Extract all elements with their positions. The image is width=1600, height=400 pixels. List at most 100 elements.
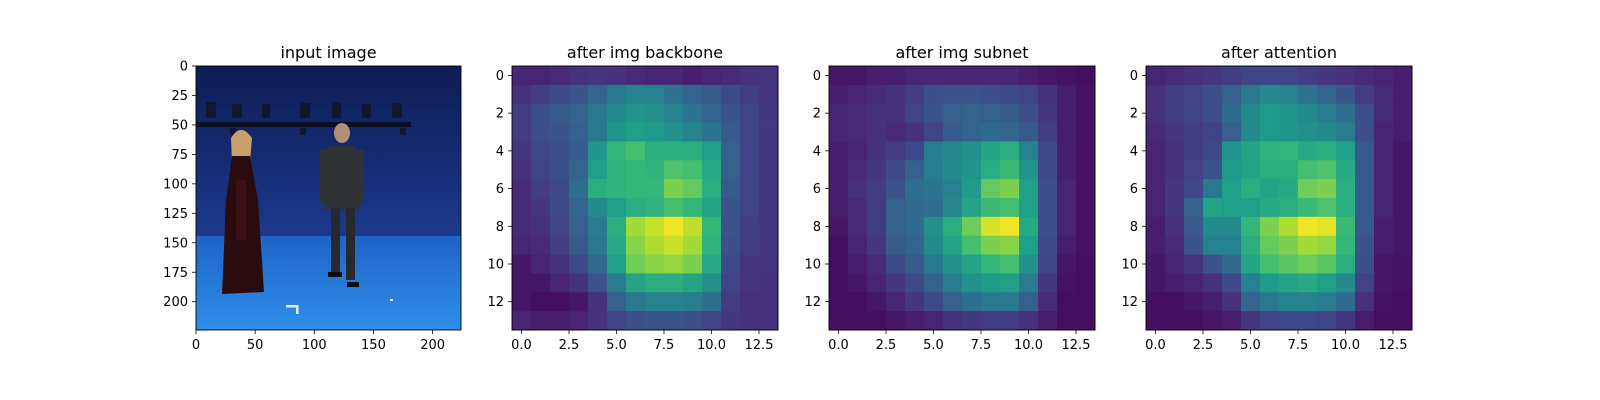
heatmap-cell: [1038, 66, 1058, 86]
y-tick-label: 0: [813, 69, 821, 84]
heatmap-cell: [702, 198, 722, 218]
heatmap-cell: [924, 103, 944, 123]
heatmap-cell: [1298, 160, 1318, 180]
heatmap-cell: [1076, 311, 1096, 331]
heatmap-cell: [1038, 311, 1058, 331]
heatmap-cell: [1057, 122, 1077, 142]
heatmap-cell: [1317, 66, 1337, 86]
heatmap-cell: [1298, 235, 1318, 255]
heatmap-cell: [867, 141, 887, 161]
heatmap-cell: [721, 254, 741, 274]
heatmap-cell: [924, 311, 944, 331]
heatmap-cell: [1038, 198, 1058, 218]
heatmap-cell: [626, 84, 646, 105]
y-tick-label: 200: [163, 295, 188, 310]
heatmap-cell: [702, 179, 722, 199]
heatmap-cell: [759, 292, 779, 312]
x-tick-label: 7.5: [971, 338, 992, 353]
heatmap-cell: [1076, 66, 1096, 86]
heatmap-cell: [848, 254, 868, 274]
heatmap-cell: [1393, 160, 1413, 180]
heatmap-cell: [1298, 273, 1318, 293]
heatmap-cell: [626, 103, 646, 123]
heatmap-cell: [1184, 141, 1204, 161]
heatmap-cell: [1279, 254, 1299, 274]
x-tick-label: 7.5: [654, 338, 675, 353]
heatmap-cell: [759, 141, 779, 161]
heatmap-cell: [1374, 160, 1394, 180]
y-tick-label: 0: [496, 69, 504, 84]
x-tick-label: 5.0: [1240, 338, 1261, 353]
heatmap-cell: [1393, 273, 1413, 293]
heatmap-cell: [1019, 216, 1039, 237]
heatmap-cell: [702, 311, 722, 331]
heatmap-cell: [981, 292, 1001, 312]
heatmap-cell: [1279, 235, 1299, 255]
heatmap-cell: [569, 292, 589, 312]
heatmap-cell: [721, 216, 741, 237]
heatmap-cell: [1165, 141, 1185, 161]
heatmap-cell: [664, 311, 684, 331]
heatmap-cell: [886, 66, 906, 86]
heatmap-cell: [759, 311, 779, 331]
heatmap-cell: [607, 66, 627, 86]
heatmap-cell: [512, 235, 532, 255]
heatmap-cell: [1260, 179, 1280, 199]
heatmap-cell: [569, 66, 589, 86]
heatmap-cell: [664, 235, 684, 255]
heatmap-cell: [1146, 273, 1166, 293]
x-tick-label: 200: [420, 338, 445, 353]
heatmap-cell: [550, 235, 570, 255]
heatmap-cell: [867, 66, 887, 86]
heatmap-cell: [664, 160, 684, 180]
heatmap-cell: [1019, 235, 1039, 255]
subplot-title: after attention: [1221, 43, 1337, 62]
heatmap-cell: [512, 273, 532, 293]
heatmap-cell: [683, 273, 703, 293]
heatmap-cell: [1184, 84, 1204, 105]
heatmap-cell: [905, 311, 925, 331]
heatmap-cell: [1184, 292, 1204, 312]
heatmap-cell: [1000, 311, 1020, 331]
heatmap-cell: [1165, 235, 1185, 255]
heatmap-cell: [1317, 198, 1337, 218]
heatmap-cell: [626, 216, 646, 237]
heatmap-cell: [512, 141, 532, 161]
heatmap-cell: [702, 216, 722, 237]
heatmap-cell: [981, 122, 1001, 142]
heatmap-cell: [702, 273, 722, 293]
heatmap-cell: [829, 103, 849, 123]
heatmap-cell: [1146, 84, 1166, 105]
heatmap-cell: [531, 311, 551, 331]
heatmap-cell: [924, 141, 944, 161]
heatmap-cell: [1222, 141, 1242, 161]
heatmap-cell: [867, 311, 887, 331]
heatmap-cell: [943, 66, 963, 86]
heatmap-cell: [1000, 216, 1020, 237]
person-woman: [222, 130, 264, 294]
heatmap-cell: [740, 311, 760, 331]
heatmap-cell: [1241, 254, 1261, 274]
heatmap-cell: [626, 179, 646, 199]
heatmap-cell: [626, 198, 646, 218]
heatmap-cell: [1076, 179, 1096, 199]
heatmap-cell: [924, 160, 944, 180]
heatmap-cell: [607, 254, 627, 274]
heatmap-cell: [569, 179, 589, 199]
heatmap-cell: [569, 160, 589, 180]
heatmap-cell: [1317, 141, 1337, 161]
heatmap-cell: [645, 273, 665, 293]
heatmap-cell: [1260, 273, 1280, 293]
heatmap-cell: [1038, 273, 1058, 293]
heatmap-cell: [1298, 103, 1318, 123]
heatmap-cell: [1019, 84, 1039, 105]
heatmap-cell: [550, 103, 570, 123]
heatmap-cell: [1336, 179, 1356, 199]
heatmap-cell: [740, 254, 760, 274]
axis-ticks: 0 50 100 150 200 0 25 50 75 100 125 150 175 200: [163, 60, 445, 354]
heatmap-cell: [1057, 198, 1077, 218]
heatmap-cell: [740, 273, 760, 293]
heatmap-cell: [1146, 66, 1166, 86]
heatmap-cell: [829, 254, 849, 274]
heatmap-cell: [702, 66, 722, 86]
